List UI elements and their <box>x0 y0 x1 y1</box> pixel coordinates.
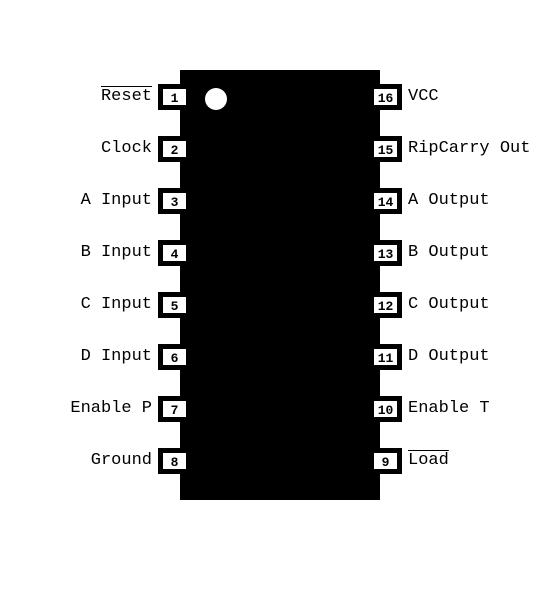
pin-label-13: B Output <box>408 242 490 264</box>
pin-label-11: D Output <box>408 346 490 368</box>
pin-number-13: 13 <box>374 243 400 263</box>
pin-number-2: 2 <box>160 139 186 159</box>
pin-label-15: RipCarry Out <box>408 138 530 160</box>
pin-number-3: 3 <box>160 191 186 211</box>
pin-number-16: 16 <box>374 87 400 107</box>
chip-body <box>180 70 380 500</box>
pin-number-6: 6 <box>160 347 186 367</box>
pin-number-12: 12 <box>374 295 400 315</box>
pin-label-1: Reset <box>101 86 152 108</box>
pin1-indicator-dot <box>205 88 227 110</box>
pin-label-5: C Input <box>81 294 152 316</box>
pin-label-3: A Input <box>81 190 152 212</box>
pin-number-15: 15 <box>374 139 400 159</box>
pin-number-1: 1 <box>160 87 186 107</box>
pin-label-12: C Output <box>408 294 490 316</box>
pin-number-7: 7 <box>160 399 186 419</box>
pin-label-16: VCC <box>408 86 439 108</box>
pin-label-7: Enable P <box>70 398 152 420</box>
ic-pinout-diagram: 1 Reset 2 Clock 3 A Input 4 B Input 5 C Input 6 D I… <box>0 70 540 530</box>
pin-number-10: 10 <box>374 399 400 419</box>
pin-label-14: A Output <box>408 190 490 212</box>
pin-number-9: 9 <box>374 451 400 471</box>
pin-label-9: Load <box>408 450 449 472</box>
pin-label-6: D Input <box>81 346 152 368</box>
pin-number-4: 4 <box>160 243 186 263</box>
pin-label-2: Clock <box>101 138 152 160</box>
pin-label-10: Enable T <box>408 398 490 420</box>
pin-number-5: 5 <box>160 295 186 315</box>
pin-number-14: 14 <box>374 191 400 211</box>
pin-label-4: B Input <box>81 242 152 264</box>
pin-number-11: 11 <box>374 347 400 367</box>
pin-label-8: Ground <box>91 450 152 472</box>
pin-number-8: 8 <box>160 451 186 471</box>
